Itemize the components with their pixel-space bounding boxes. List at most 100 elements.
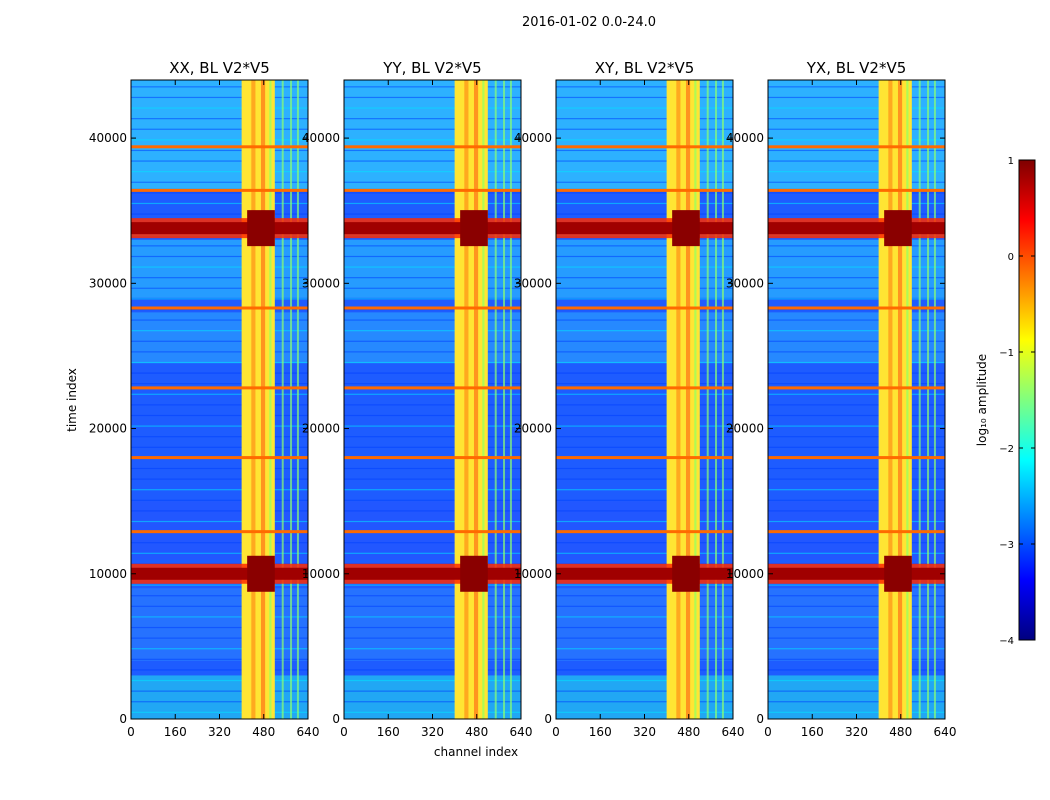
texture-streak [344, 361, 521, 364]
texture-streak [131, 192, 308, 194]
texture-streak [556, 118, 733, 120]
strong-rfi-cross [672, 210, 700, 247]
y-tick-label: 30000 [514, 276, 552, 290]
texture-streak [556, 489, 733, 491]
strong-rfi-core [556, 567, 733, 580]
texture-streak [556, 467, 733, 470]
texture-streak [556, 520, 733, 523]
texture-streak [131, 510, 308, 512]
rfi-channel-line [281, 80, 284, 719]
texture-streak [556, 287, 733, 289]
heatmap-panel: XX, BL V2*V5 0 160 320 480 640 0 10000 20000 3000… [89, 59, 320, 739]
rfi-band-stripe [888, 80, 893, 719]
texture-streak [131, 478, 308, 480]
texture-streak [768, 605, 945, 607]
texture-streak [131, 393, 308, 395]
texture-streak [344, 86, 521, 88]
colorbar-tick-label: −2 [999, 444, 1014, 455]
y-tick-label: 0 [119, 712, 127, 726]
texture-streak [556, 658, 733, 660]
texture-streak [556, 171, 733, 173]
strong-rfi-cross [247, 210, 275, 247]
texture-streak [768, 340, 945, 342]
texture-streak [556, 478, 733, 480]
texture-streak [131, 711, 308, 713]
texture-streak [131, 107, 308, 109]
texture-streak [556, 277, 733, 279]
texture-streak [768, 192, 945, 194]
x-tick-label: 320 [421, 725, 444, 739]
texture-streak [344, 626, 521, 629]
texture-streak [768, 436, 945, 438]
x-tick-label: 320 [633, 725, 656, 739]
texture-streak [556, 669, 733, 671]
strong-rfi-band [556, 555, 733, 592]
texture-streak [344, 467, 521, 470]
texture-streak [556, 96, 733, 99]
texture-streak [131, 520, 308, 523]
strong-rfi-cross [460, 555, 488, 592]
texture-streak [556, 690, 733, 692]
y-tick-label: 0 [756, 712, 764, 726]
texture-streak [131, 542, 308, 544]
texture-streak [344, 489, 521, 491]
texture-streak [344, 595, 521, 597]
texture-band [344, 239, 521, 298]
texture-streak [344, 552, 521, 554]
texture-streak [344, 446, 521, 448]
texture-streak [131, 160, 308, 162]
texture-streak [556, 361, 733, 364]
rfi-channel-line [509, 80, 512, 719]
texture-streak [131, 96, 308, 99]
x-tick-label: 160 [801, 725, 824, 739]
texture-streak [556, 128, 733, 130]
texture-band [768, 80, 945, 189]
texture-streak [768, 383, 945, 385]
x-tick-label: 160 [589, 725, 612, 739]
rfi-channel-line [918, 80, 921, 719]
texture-streak [556, 510, 733, 512]
y-axis-label: time index [65, 368, 79, 432]
bright-time-row [131, 530, 308, 534]
bright-time-row [556, 145, 733, 149]
rfi-channel-line [290, 80, 293, 719]
texture-band [344, 312, 521, 364]
texture-streak [344, 383, 521, 385]
bright-time-row [768, 306, 945, 310]
x-tick-label: 160 [164, 725, 187, 739]
texture-band [131, 239, 308, 298]
texture-streak [768, 446, 945, 448]
rfi-channel-line [715, 80, 718, 719]
rfi-channel-line [927, 80, 930, 719]
texture-streak [344, 637, 521, 639]
x-tick-label: 640 [934, 725, 957, 739]
x-tick-label: 0 [764, 725, 772, 739]
texture-streak [768, 277, 945, 279]
texture-streak [131, 351, 308, 353]
x-tick-label: 0 [340, 725, 348, 739]
panel-title: YY, BL V2*V5 [382, 59, 481, 77]
texture-streak [768, 118, 945, 120]
texture-streak [131, 181, 308, 183]
texture-streak [556, 616, 733, 618]
texture-streak [344, 96, 521, 99]
texture-streak [131, 414, 308, 417]
rfi-channel-line [721, 80, 724, 719]
texture-streak [131, 330, 308, 332]
texture-streak [556, 701, 733, 703]
texture-streak [131, 383, 308, 385]
y-tick-label: 20000 [514, 422, 552, 436]
texture-streak [556, 330, 733, 332]
texture-streak [768, 202, 945, 205]
texture-streak [768, 255, 945, 258]
texture-streak [556, 711, 733, 713]
x-tick-label: 640 [722, 725, 745, 739]
texture-streak [344, 425, 521, 427]
texture-streak [131, 648, 308, 650]
texture-streak [131, 669, 308, 671]
texture-streak [556, 499, 733, 501]
bright-time-row [556, 530, 733, 534]
texture-streak [768, 616, 945, 618]
texture-streak [556, 266, 733, 268]
texture-streak [131, 149, 308, 152]
